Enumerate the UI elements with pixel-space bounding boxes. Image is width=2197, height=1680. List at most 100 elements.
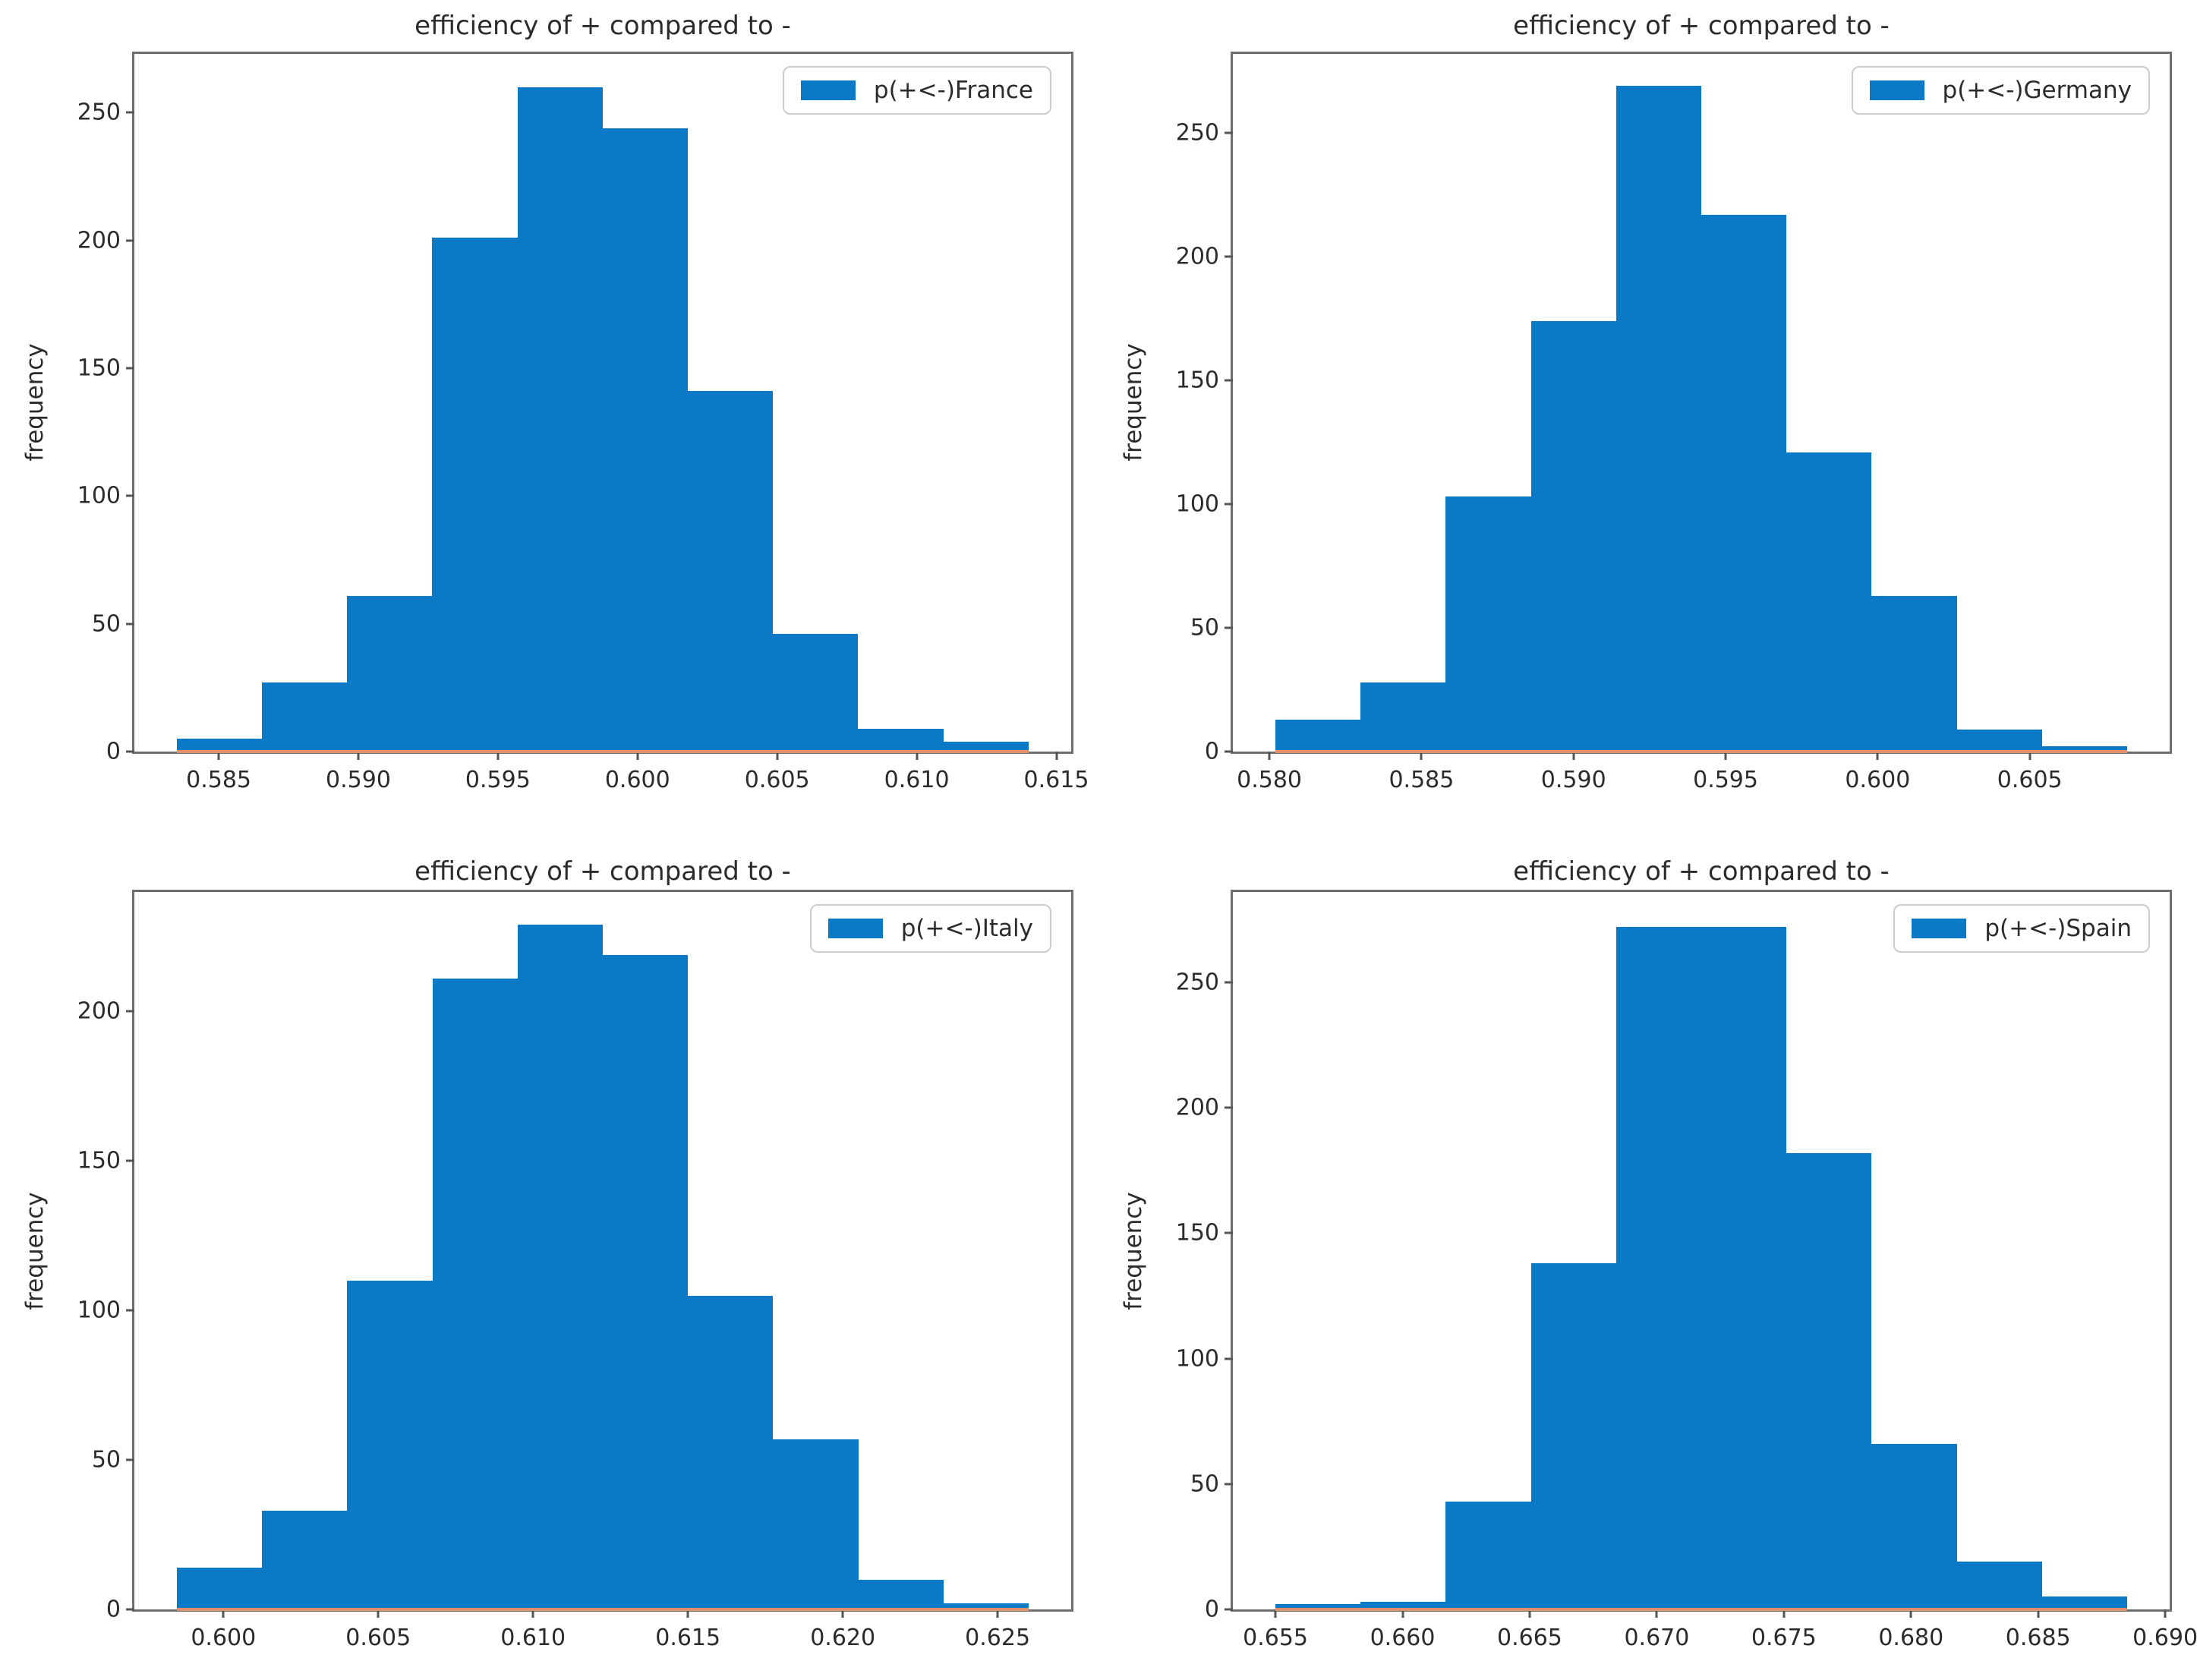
histogram-bar xyxy=(262,1511,348,1609)
histogram-bar xyxy=(1615,86,1701,752)
histogram-bar xyxy=(858,728,944,752)
x-tick-label: 0.600 xyxy=(604,767,670,793)
chart-title: efficiency of + compared to - xyxy=(1513,856,1890,887)
chart-title: efficiency of + compared to - xyxy=(414,856,791,887)
x-tick-label: 0.580 xyxy=(1237,767,1303,793)
y-tick-mark xyxy=(1225,503,1233,506)
x-tick-label: 0.600 xyxy=(191,1625,257,1651)
y-tick-label: 0 xyxy=(106,1596,121,1623)
y-tick-label: 0 xyxy=(1204,1596,1219,1623)
legend-label: p(+<-)France xyxy=(873,77,1033,104)
plot-area: p(+<-)France 0.585 0.590 0.595 0.600 0.605 0.… xyxy=(77,52,1089,793)
legend-color-patch-icon xyxy=(1869,80,1924,100)
y-tick-label: 100 xyxy=(77,1297,121,1324)
x-tick-label: 0.590 xyxy=(1540,767,1606,793)
histogram-bar xyxy=(858,1579,944,1609)
x-tick-label: 0.690 xyxy=(2132,1625,2197,1651)
histogram-bar xyxy=(943,741,1029,752)
histogram-bar xyxy=(773,1439,859,1609)
x-tick-mark xyxy=(1655,1609,1658,1618)
x-tick-mark xyxy=(2028,752,2032,760)
y-tick-mark xyxy=(1225,1483,1233,1486)
y-tick-label: 100 xyxy=(1175,490,1219,518)
histogram-bar xyxy=(602,128,688,752)
x-tick-mark xyxy=(1268,752,1271,760)
x-tick-mark xyxy=(2164,1609,2167,1618)
y-axis-label: frequency xyxy=(21,343,49,462)
x-tick-mark xyxy=(1876,752,1879,760)
histogram-bar xyxy=(1360,1602,1446,1609)
legend-color-patch-icon xyxy=(1912,919,1967,938)
y-axis-label: frequency xyxy=(1120,343,1147,462)
x-tick-mark xyxy=(1783,1609,1786,1618)
legend-label: p(+<-)Italy xyxy=(900,915,1033,942)
x-tick-label: 0.610 xyxy=(500,1625,566,1651)
y-tick-mark xyxy=(126,1159,134,1162)
y-tick-mark xyxy=(1225,255,1233,258)
y-tick-label: 100 xyxy=(77,482,121,509)
x-tick-mark xyxy=(1274,1609,1277,1618)
x-tick-label: 0.590 xyxy=(326,767,391,793)
x-tick-mark xyxy=(357,752,360,760)
chart-title: efficiency of + compared to - xyxy=(1513,11,1890,41)
y-tick-mark xyxy=(1225,626,1233,629)
x-tick-label: 0.680 xyxy=(1878,1625,1944,1651)
histogram-bar xyxy=(262,682,348,752)
histogram-bar xyxy=(432,238,518,752)
y-tick-mark xyxy=(126,239,134,242)
y-tick-mark xyxy=(126,623,134,626)
histogram-bar xyxy=(1871,595,1957,752)
x-tick-label: 0.670 xyxy=(1624,1625,1690,1651)
x-tick-label: 0.660 xyxy=(1370,1625,1436,1651)
histogram-bar xyxy=(1786,452,1872,752)
histogram-bar xyxy=(1275,719,1361,752)
x-tick-mark xyxy=(531,1609,534,1618)
y-tick-label: 0 xyxy=(106,738,121,765)
y-tick-mark xyxy=(1225,750,1233,753)
histogram-bar xyxy=(177,1567,263,1609)
y-tick-mark xyxy=(126,1010,134,1013)
y-tick-label: 150 xyxy=(1175,1219,1219,1247)
legend-color-patch-icon xyxy=(827,919,883,938)
x-tick-mark xyxy=(916,752,919,760)
y-tick-mark xyxy=(126,1458,134,1461)
legend-color-patch-icon xyxy=(800,80,856,100)
plot-area: p(+<-)Spain 0.655 0.660 0.665 0.670 0.675 0.6… xyxy=(1176,890,2197,1651)
y-tick-label: 200 xyxy=(1175,1094,1219,1121)
histogram-bar xyxy=(347,595,433,752)
x-tick-mark xyxy=(1528,1609,1531,1618)
x-tick-label: 0.665 xyxy=(1497,1625,1562,1651)
y-tick-mark xyxy=(1225,1106,1233,1109)
y-tick-label: 150 xyxy=(77,1147,121,1174)
histogram-bar xyxy=(1445,1501,1531,1609)
x-tick-mark xyxy=(776,752,779,760)
histogram-chart-france: efficiency of + compared to - frequency … xyxy=(0,0,1098,840)
x-tick-mark xyxy=(1724,752,1727,760)
x-tick-label: 0.685 xyxy=(2005,1625,2071,1651)
x-tick-label: 0.625 xyxy=(965,1625,1031,1651)
baseline-line xyxy=(1275,1608,2127,1611)
legend-box: p(+<-)Italy xyxy=(809,904,1051,953)
x-tick-label: 0.585 xyxy=(186,767,252,793)
plot-area: p(+<-)Italy 0.600 0.605 0.610 0.615 0.620 0.6… xyxy=(77,890,1073,1651)
histogram-bar xyxy=(2041,746,2127,752)
histogram-bar xyxy=(1445,496,1531,752)
y-tick-mark xyxy=(1225,981,1233,984)
histogram-bar xyxy=(347,1280,433,1609)
x-tick-label: 0.675 xyxy=(1751,1625,1817,1651)
histogram-bar xyxy=(1360,682,1446,752)
y-tick-mark xyxy=(126,1309,134,1312)
x-tick-label: 0.610 xyxy=(884,767,950,793)
histogram-bar xyxy=(517,925,603,1609)
x-tick-mark xyxy=(1909,1609,1912,1618)
y-tick-label: 200 xyxy=(77,227,121,254)
y-tick-label: 150 xyxy=(1175,367,1219,394)
histogram-bar xyxy=(1530,1263,1616,1609)
y-tick-mark xyxy=(1225,131,1233,134)
x-tick-mark xyxy=(496,752,500,760)
legend-box: p(+<-)France xyxy=(782,66,1051,115)
baseline-line xyxy=(176,750,1029,753)
x-tick-mark xyxy=(377,1609,380,1618)
x-tick-mark xyxy=(686,1609,689,1618)
x-tick-mark xyxy=(1420,752,1423,760)
